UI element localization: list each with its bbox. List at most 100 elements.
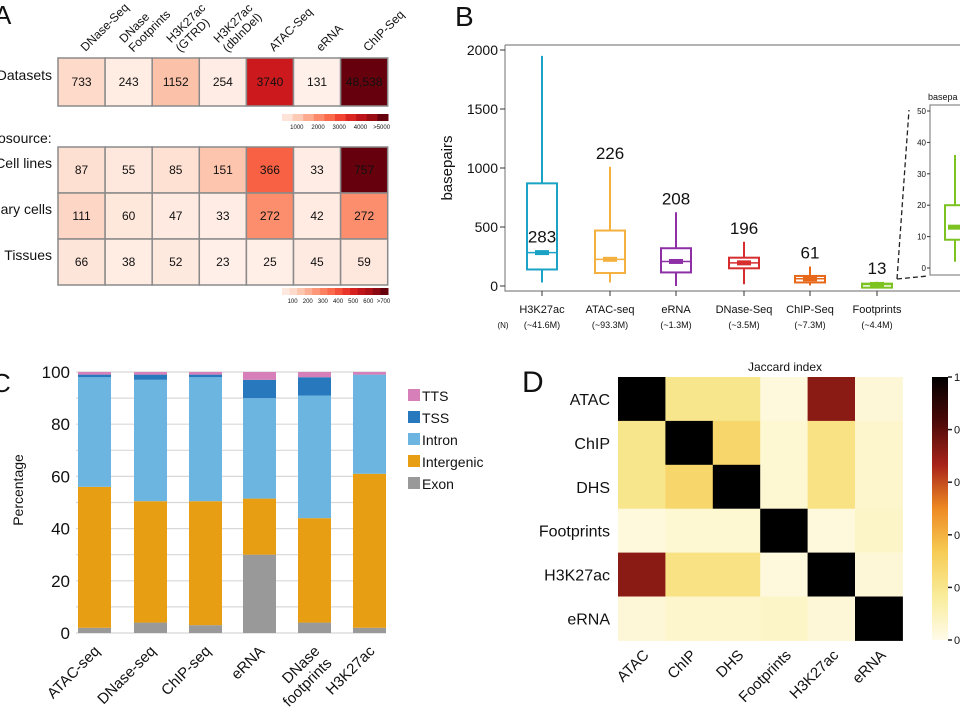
x-tick-label: H3K27ac [519, 304, 565, 316]
n-value: (~3.5M) [728, 320, 759, 330]
row-label: eRNA [567, 611, 610, 628]
heatmap-cell [245, 57, 295, 107]
x-tick-label: ATAC-seq [44, 643, 103, 702]
legend-swatch [408, 477, 420, 489]
y-tick-label: 1000 [467, 160, 498, 176]
cell-value: 131 [307, 75, 327, 89]
box [594, 229, 626, 275]
colorbar-segment [372, 288, 381, 295]
heatmap-title: Jaccard index [748, 360, 822, 374]
heatmap-cell [292, 238, 342, 286]
heatmap-cell [618, 508, 666, 554]
heatmap-cell [245, 146, 295, 194]
bar-segment-intergenic [78, 486, 111, 628]
colorbar-segment [365, 288, 374, 295]
bar-segment-intergenic [353, 473, 386, 628]
row-label: Footprints [539, 524, 610, 541]
n-value: (~93.3M) [592, 320, 628, 330]
column-label: ChIP [664, 647, 700, 683]
column-header: eRNA [313, 22, 346, 55]
bar-segment-tss [243, 379, 276, 399]
legend-label: TTS [422, 388, 448, 404]
colorbar-segment [282, 288, 291, 295]
colorbar-tick-label: 0 [954, 582, 960, 594]
box-notch [669, 258, 683, 264]
colorbar-tick: 1000 [290, 125, 304, 131]
colorbar-segment [345, 114, 357, 121]
panel-letter-b: B [455, 1, 474, 32]
heatmap-cell [855, 508, 903, 554]
colorbar-tick: 600 [363, 299, 374, 305]
row-label: Tissues [4, 247, 52, 263]
colorbar-segment [312, 288, 321, 295]
y-tick-label: 500 [475, 219, 499, 235]
colorbar-tick-label: 0 [954, 425, 960, 437]
median-label: 208 [662, 189, 690, 208]
y-tick-label: 80 [51, 415, 70, 434]
bar-segment-tts [134, 372, 167, 375]
column-label: Footprints [736, 647, 795, 706]
heatmap-cell [665, 508, 714, 554]
colorbar-tick: 2000 [311, 125, 325, 131]
cell-value: 52 [169, 255, 183, 269]
bar-segment-tts [78, 372, 111, 375]
bar-segment-intron [78, 377, 111, 487]
heatmap-cell [712, 552, 761, 597]
colorbar-segment [377, 114, 389, 121]
heatmap-cell [151, 146, 201, 194]
cell-value: 33 [216, 209, 230, 223]
heatmap-cell [292, 57, 342, 107]
heatmap-cell [807, 596, 856, 641]
bar-segment-exon [243, 554, 276, 633]
column-label: H3K27ac [786, 646, 842, 702]
legend-label: Intron [422, 432, 458, 448]
heatmap-cell [618, 420, 666, 466]
bar-segment-intergenic [134, 501, 167, 623]
heatmap-cell [855, 420, 903, 466]
heatmap-cell [339, 146, 389, 194]
colorbar-segment [327, 288, 336, 295]
axis-frame [504, 44, 960, 292]
heatmap-cell [712, 596, 761, 641]
cell-value: 254 [213, 75, 233, 89]
heatmap-cell [855, 552, 903, 597]
column-header: H3K27ac(dbInDel) [211, 1, 265, 55]
section-label: osource: [0, 130, 52, 146]
cell-value: 33 [310, 163, 324, 177]
heatmap-cell [292, 146, 342, 194]
bar-segment-exon [78, 627, 111, 633]
x-tick-label: eRNA [661, 304, 691, 316]
bar-segment-tss [134, 374, 167, 380]
colorbar-segment [366, 114, 378, 121]
box-notch [603, 256, 617, 262]
heatmap-cell [855, 377, 903, 422]
column-header: DNase-Seq [78, 0, 132, 54]
bar-segment-intron [189, 377, 222, 502]
heatmap-cell [665, 596, 714, 641]
inset-title: basepa [928, 92, 958, 102]
row-label: Datasets [0, 67, 52, 83]
colorbar-segment [297, 288, 306, 295]
heatmap-cell [339, 238, 389, 286]
bar-segment-exon [189, 625, 222, 633]
colorbar-tick-label: 0 [954, 477, 960, 489]
n-value: (~7.3M) [794, 320, 825, 330]
colorbar-tick: 200 [303, 299, 314, 305]
y-axis-label: Percentage [10, 454, 26, 526]
cell-value: 23 [216, 255, 230, 269]
cell-value: 272 [354, 209, 374, 223]
heatmap-cell [760, 377, 809, 422]
colorbar-segment [380, 288, 389, 295]
heatmap-cell [760, 420, 809, 466]
panel-a-heatmap: DNase-SeqDNaseFootprintsH3K27ac(GTRD)H3K… [0, 0, 407, 305]
cell-value: 47 [169, 209, 183, 223]
median-label: 196 [730, 219, 758, 238]
bar-segment-tts [243, 372, 276, 380]
heatmap-cell [807, 508, 856, 554]
cell-value: 60 [122, 209, 136, 223]
column-header: H3K27ac(GTRD) [163, 1, 217, 55]
bar-segment-tts [298, 372, 331, 378]
median-label: 61 [801, 244, 820, 263]
legend-label: TSS [422, 410, 449, 426]
heatmap-cell [665, 464, 714, 510]
